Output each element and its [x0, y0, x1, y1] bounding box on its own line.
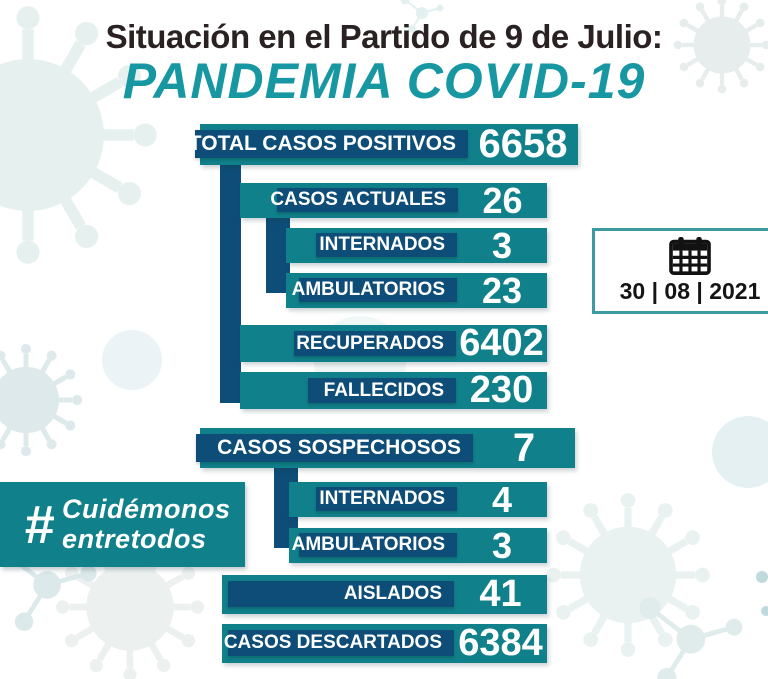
stat-value-ambulatorios-actuales: 23 [481, 269, 523, 311]
stat-value-internados-actuales: 3 [491, 224, 513, 266]
stat-value-total-casos-positivos: 6658 [478, 122, 568, 166]
hashtag-box: # Cuidémonos entretodos [0, 482, 245, 567]
virus-decoration [546, 493, 710, 657]
stat-value-casos-sospechosos: 7 [512, 425, 536, 470]
stat-value-ambulatorios-sospechosos: 3 [491, 524, 513, 566]
molecule-decoration [639, 597, 742, 679]
stat-label-ambulatorios-sospechosos: AMBULATORIOS [292, 533, 457, 557]
stat-value-internados-sospechosos: 4 [491, 478, 513, 520]
hashtag-icon: # [24, 494, 55, 555]
stat-label-casos-sospechosos: CASOS SOSPECHOSOS [196, 434, 473, 462]
stat-label-fallecidos: FALLECIDOS [308, 378, 456, 403]
stat-label-recuperados: RECUPERADOS [294, 331, 456, 356]
blob-decoration [102, 330, 162, 390]
calendar-icon [669, 237, 711, 275]
stat-value-recuperados: 6402 [459, 322, 544, 364]
stat-value-casos-descartados: 6384 [458, 622, 543, 664]
stat-label-casos-descartados: CASOS DESCARTADOS [224, 630, 454, 656]
hashtag-line1: Cuidémonos [62, 494, 231, 525]
stat-value-fallecidos: 230 [469, 369, 534, 411]
virus-decoration [0, 344, 82, 456]
hashtag-line2: entretodos [62, 523, 207, 554]
stat-label-ambulatorios-actuales: AMBULATORIOS [292, 278, 457, 302]
date-text: 30 | 08 | 2021 [619, 278, 761, 304]
connector-total-branch [220, 150, 241, 403]
stat-label-total-casos-positivos: TOTAL CASOS POSITIVOS [189, 130, 468, 158]
page-title: Situación en el Partido de 9 de Julio: [105, 18, 663, 55]
date-box: 30 | 08 | 2021 [592, 228, 768, 314]
page-subtitle: PANDEMIA COVID-19 [122, 53, 646, 109]
stat-label-internados-sospechosos: INTERNADOS [316, 487, 457, 511]
stat-label-internados-actuales: INTERNADOS [316, 233, 457, 257]
dot-decoration [756, 571, 768, 583]
stat-value-casos-actuales: 26 [482, 179, 523, 221]
stat-label-casos-actuales: CASOS ACTUALES [270, 188, 458, 212]
stat-label-aislados: AISLADOS [228, 581, 454, 607]
stat-value-aislados: 41 [479, 573, 522, 615]
blob-decoration [712, 416, 768, 488]
dot-decoration [761, 606, 768, 616]
hashtag-text: Cuidémonos entretodos [62, 495, 231, 553]
